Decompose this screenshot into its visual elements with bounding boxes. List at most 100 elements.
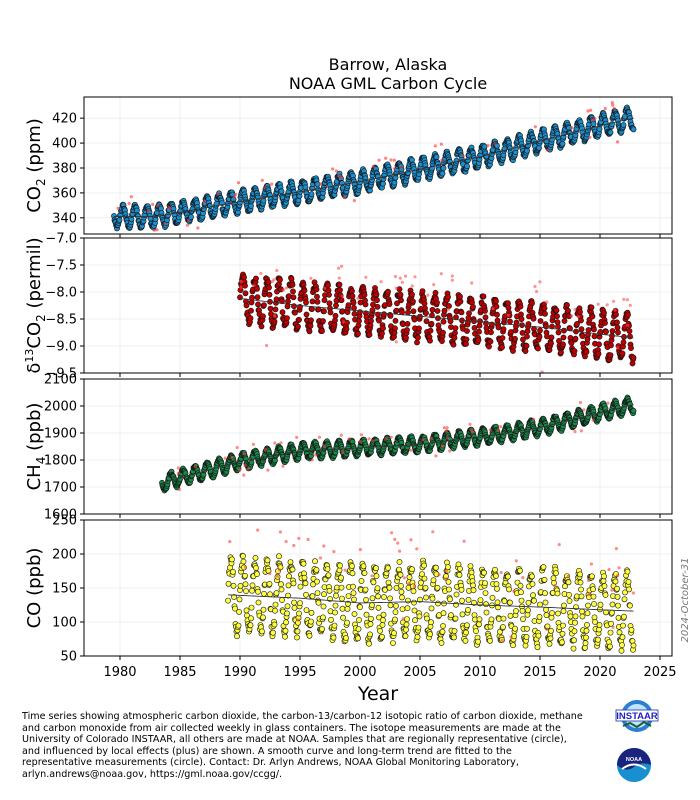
data-point <box>321 308 327 315</box>
outlier-point <box>337 266 341 270</box>
outlier-point <box>370 574 374 578</box>
outlier-point <box>377 158 381 162</box>
data-point <box>487 338 494 345</box>
data-point <box>283 619 289 626</box>
data-point <box>555 610 561 617</box>
data-point <box>308 618 314 625</box>
outlier-point <box>413 275 417 279</box>
data-point <box>386 584 393 591</box>
data-point <box>456 572 463 578</box>
data-point <box>458 309 465 316</box>
data-point <box>584 622 590 628</box>
data-point <box>234 633 240 640</box>
data-point <box>134 207 140 214</box>
data-point <box>253 275 259 282</box>
data-point <box>549 323 555 330</box>
y-tick-label: 250 <box>52 514 77 529</box>
data-point <box>565 307 571 314</box>
data-point <box>619 642 625 648</box>
data-point <box>630 642 637 649</box>
y-tick-label: 400 <box>52 137 77 152</box>
data-point <box>366 640 372 647</box>
outlier-point <box>256 528 260 532</box>
outlier-point <box>612 299 616 303</box>
data-point <box>520 336 526 343</box>
y-axis-label: CO (ppb) <box>24 548 45 629</box>
outlier-point <box>437 573 441 577</box>
outlier-point <box>400 280 404 284</box>
data-point <box>350 299 357 306</box>
data-point <box>380 611 387 618</box>
data-point <box>404 616 410 622</box>
data-point <box>398 297 404 304</box>
data-point <box>541 305 548 312</box>
data-point <box>189 206 196 213</box>
data-point <box>486 343 492 350</box>
y-tick-label: 1900 <box>44 427 77 442</box>
outlier-point <box>337 276 341 280</box>
x-tick-label: 1995 <box>283 665 316 680</box>
axes-frame <box>83 96 673 235</box>
data-point <box>338 584 345 591</box>
data-points <box>225 528 637 654</box>
data-point <box>427 337 433 344</box>
data-point <box>376 317 382 324</box>
outlier-point <box>394 286 398 290</box>
outlier-point <box>342 320 346 324</box>
y-axis-label-main: CO <box>24 322 45 349</box>
outlier-point <box>297 536 301 541</box>
outlier-point <box>193 464 198 469</box>
data-point <box>429 595 436 602</box>
data-point <box>536 614 543 620</box>
data-point <box>380 325 386 332</box>
outlier-point <box>570 126 574 130</box>
outlier-point <box>440 158 444 162</box>
outlier-point <box>393 537 397 542</box>
outlier-point <box>279 441 283 445</box>
data-point <box>507 318 513 325</box>
outlier-point <box>156 204 160 208</box>
outlier-point <box>272 314 277 318</box>
data-point <box>271 621 278 628</box>
data-point <box>370 301 376 308</box>
outlier-point <box>356 296 360 300</box>
data-point <box>483 609 490 616</box>
outlier-point <box>339 433 343 437</box>
data-point <box>488 329 494 336</box>
data-point <box>589 573 595 580</box>
data-point <box>434 299 440 306</box>
data-point <box>554 590 561 597</box>
data-point <box>414 339 420 346</box>
outlier-point <box>403 274 408 278</box>
data-point <box>555 323 561 330</box>
outlier-point <box>359 440 363 444</box>
outlier-point <box>521 576 525 580</box>
data-point <box>404 327 410 333</box>
data-point <box>616 629 623 636</box>
outlier-point <box>273 441 277 445</box>
data-point <box>537 601 543 608</box>
data-point <box>260 313 266 320</box>
data-point <box>609 609 615 616</box>
outlier-point <box>266 468 270 472</box>
data-point <box>375 604 382 611</box>
outlier-point <box>392 167 397 171</box>
data-point <box>248 299 255 306</box>
data-point <box>499 335 506 341</box>
data-point <box>344 619 350 626</box>
outlier-point <box>588 135 592 139</box>
y-axis-label-subscript: 2 <box>34 178 48 186</box>
data-point <box>596 622 603 628</box>
data-point <box>332 312 339 319</box>
data-point <box>261 590 267 597</box>
data-point <box>351 611 358 617</box>
data-point <box>578 326 585 333</box>
outlier-point <box>399 165 403 169</box>
data-point <box>537 318 544 324</box>
outlier-point <box>323 286 327 290</box>
outlier-point <box>334 169 339 173</box>
data-point <box>446 586 452 593</box>
data-point <box>391 630 397 636</box>
